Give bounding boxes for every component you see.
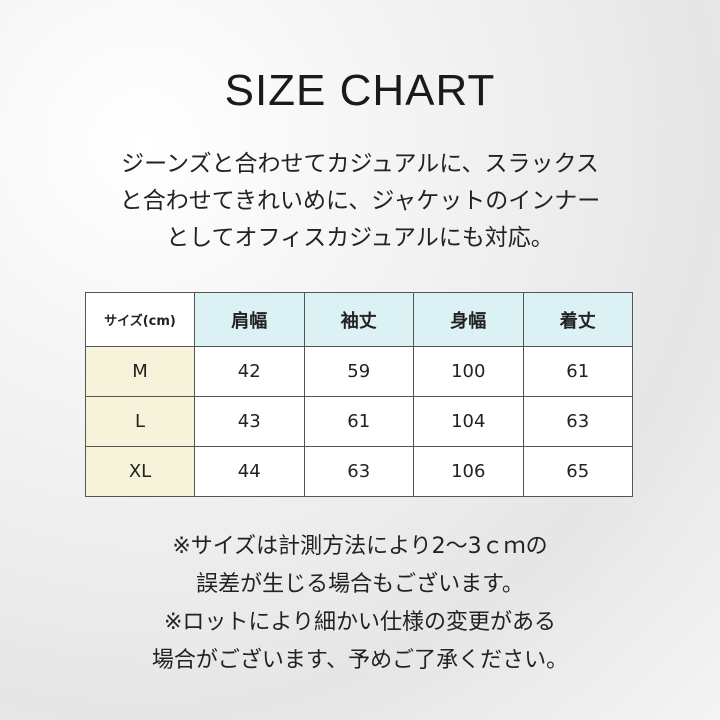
note-line: 場合がございます、予めご了承ください。	[151, 648, 569, 673]
table-header-row: サイズ(cm) 肩幅 袖丈 身幅 着丈	[85, 292, 633, 347]
notes: ※サイズは計測方法により2～3ｃｍの 誤差が生じる場合もございます。 ※ロットに…	[0, 528, 720, 680]
note-line: ※ロットにより細かい仕様の変更がある	[164, 610, 556, 635]
column-header: 袖丈	[303, 292, 414, 347]
table-cell: 65	[522, 446, 633, 497]
column-header: 身幅	[413, 292, 524, 347]
table-row: XL 44 63 106 65	[85, 446, 633, 497]
size-table: サイズ(cm) 肩幅 袖丈 身幅 着丈 M 42 59 100 61 L 43 …	[85, 292, 633, 497]
intro-line: ジーンズと合わせてカジュアルに、スラックス	[121, 151, 599, 177]
note-line: ※サイズは計測方法により2～3ｃｍの	[172, 534, 548, 559]
size-label: M	[85, 346, 195, 397]
page-title: SIZE CHART	[224, 66, 496, 115]
size-label: L	[85, 396, 195, 447]
note-line: 誤差が生じる場合もございます。	[196, 572, 524, 597]
table-cell: 42	[194, 346, 305, 397]
table-cell: 100	[413, 346, 524, 397]
table-cell: 106	[413, 446, 524, 497]
table-cell: 61	[522, 346, 633, 397]
column-header: 着丈	[522, 292, 633, 347]
table-cell: 43	[194, 396, 305, 447]
column-header: 肩幅	[194, 292, 305, 347]
size-label: XL	[85, 446, 195, 497]
intro-line: と合わせてきれいめに、ジャケットのインナー	[119, 188, 601, 214]
corner-header: サイズ(cm)	[85, 292, 195, 347]
table-cell: 59	[303, 346, 414, 397]
intro-line: としてオフィスカジュアルにも対応。	[166, 225, 554, 251]
table-row: L 43 61 104 63	[85, 396, 633, 447]
table-cell: 63	[303, 446, 414, 497]
table-cell: 104	[413, 396, 524, 447]
intro-text: ジーンズと合わせてカジュアルに、スラックス と合わせてきれいめに、ジャケットのイ…	[0, 146, 720, 257]
table-cell: 44	[194, 446, 305, 497]
table-cell: 63	[522, 396, 633, 447]
table-cell: 61	[303, 396, 414, 447]
table-row: M 42 59 100 61	[85, 346, 633, 397]
